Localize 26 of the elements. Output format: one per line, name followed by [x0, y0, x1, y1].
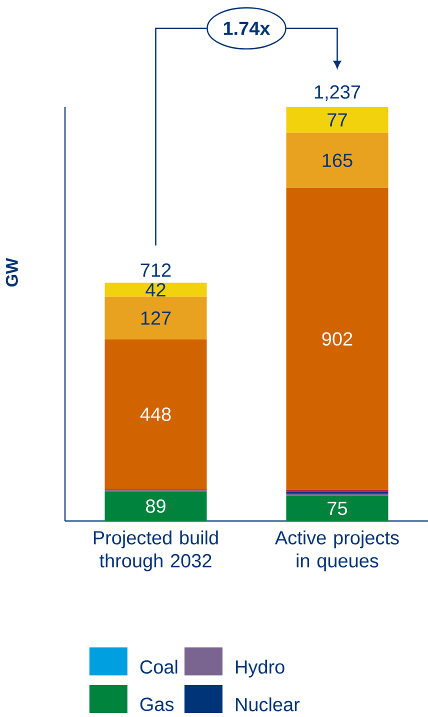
data-label: 902 [322, 332, 352, 346]
legend-label: Hydro [236, 660, 284, 678]
data-label: 42 [146, 283, 166, 296]
data-label: 77 [328, 113, 347, 126]
legend-label: Nuclear [236, 697, 300, 712]
legend-label: Gas [140, 698, 174, 712]
bar [286, 132, 388, 188]
total-label: 1,237 [314, 85, 360, 101]
bar [286, 188, 388, 490]
bar [286, 496, 388, 521]
bar [104, 491, 207, 521]
data-label: 165 [322, 154, 352, 168]
x-tick-label: Active projects in queues [274, 530, 399, 572]
data-label: 89 [146, 499, 166, 513]
data-label: 75 [328, 502, 348, 516]
data-label: 448 [140, 408, 171, 421]
legend-label: Coal [140, 660, 178, 674]
bar [104, 282, 207, 297]
bar [104, 296, 207, 340]
y-axis-title: GW [6, 258, 18, 287]
total-label: 712 [140, 263, 171, 277]
text: 1.74x [224, 22, 270, 35]
bar [286, 107, 388, 133]
bar [104, 339, 207, 490]
x-tick-label: Projected build through 2032 [94, 530, 218, 572]
data-label: 127 [141, 311, 171, 325]
